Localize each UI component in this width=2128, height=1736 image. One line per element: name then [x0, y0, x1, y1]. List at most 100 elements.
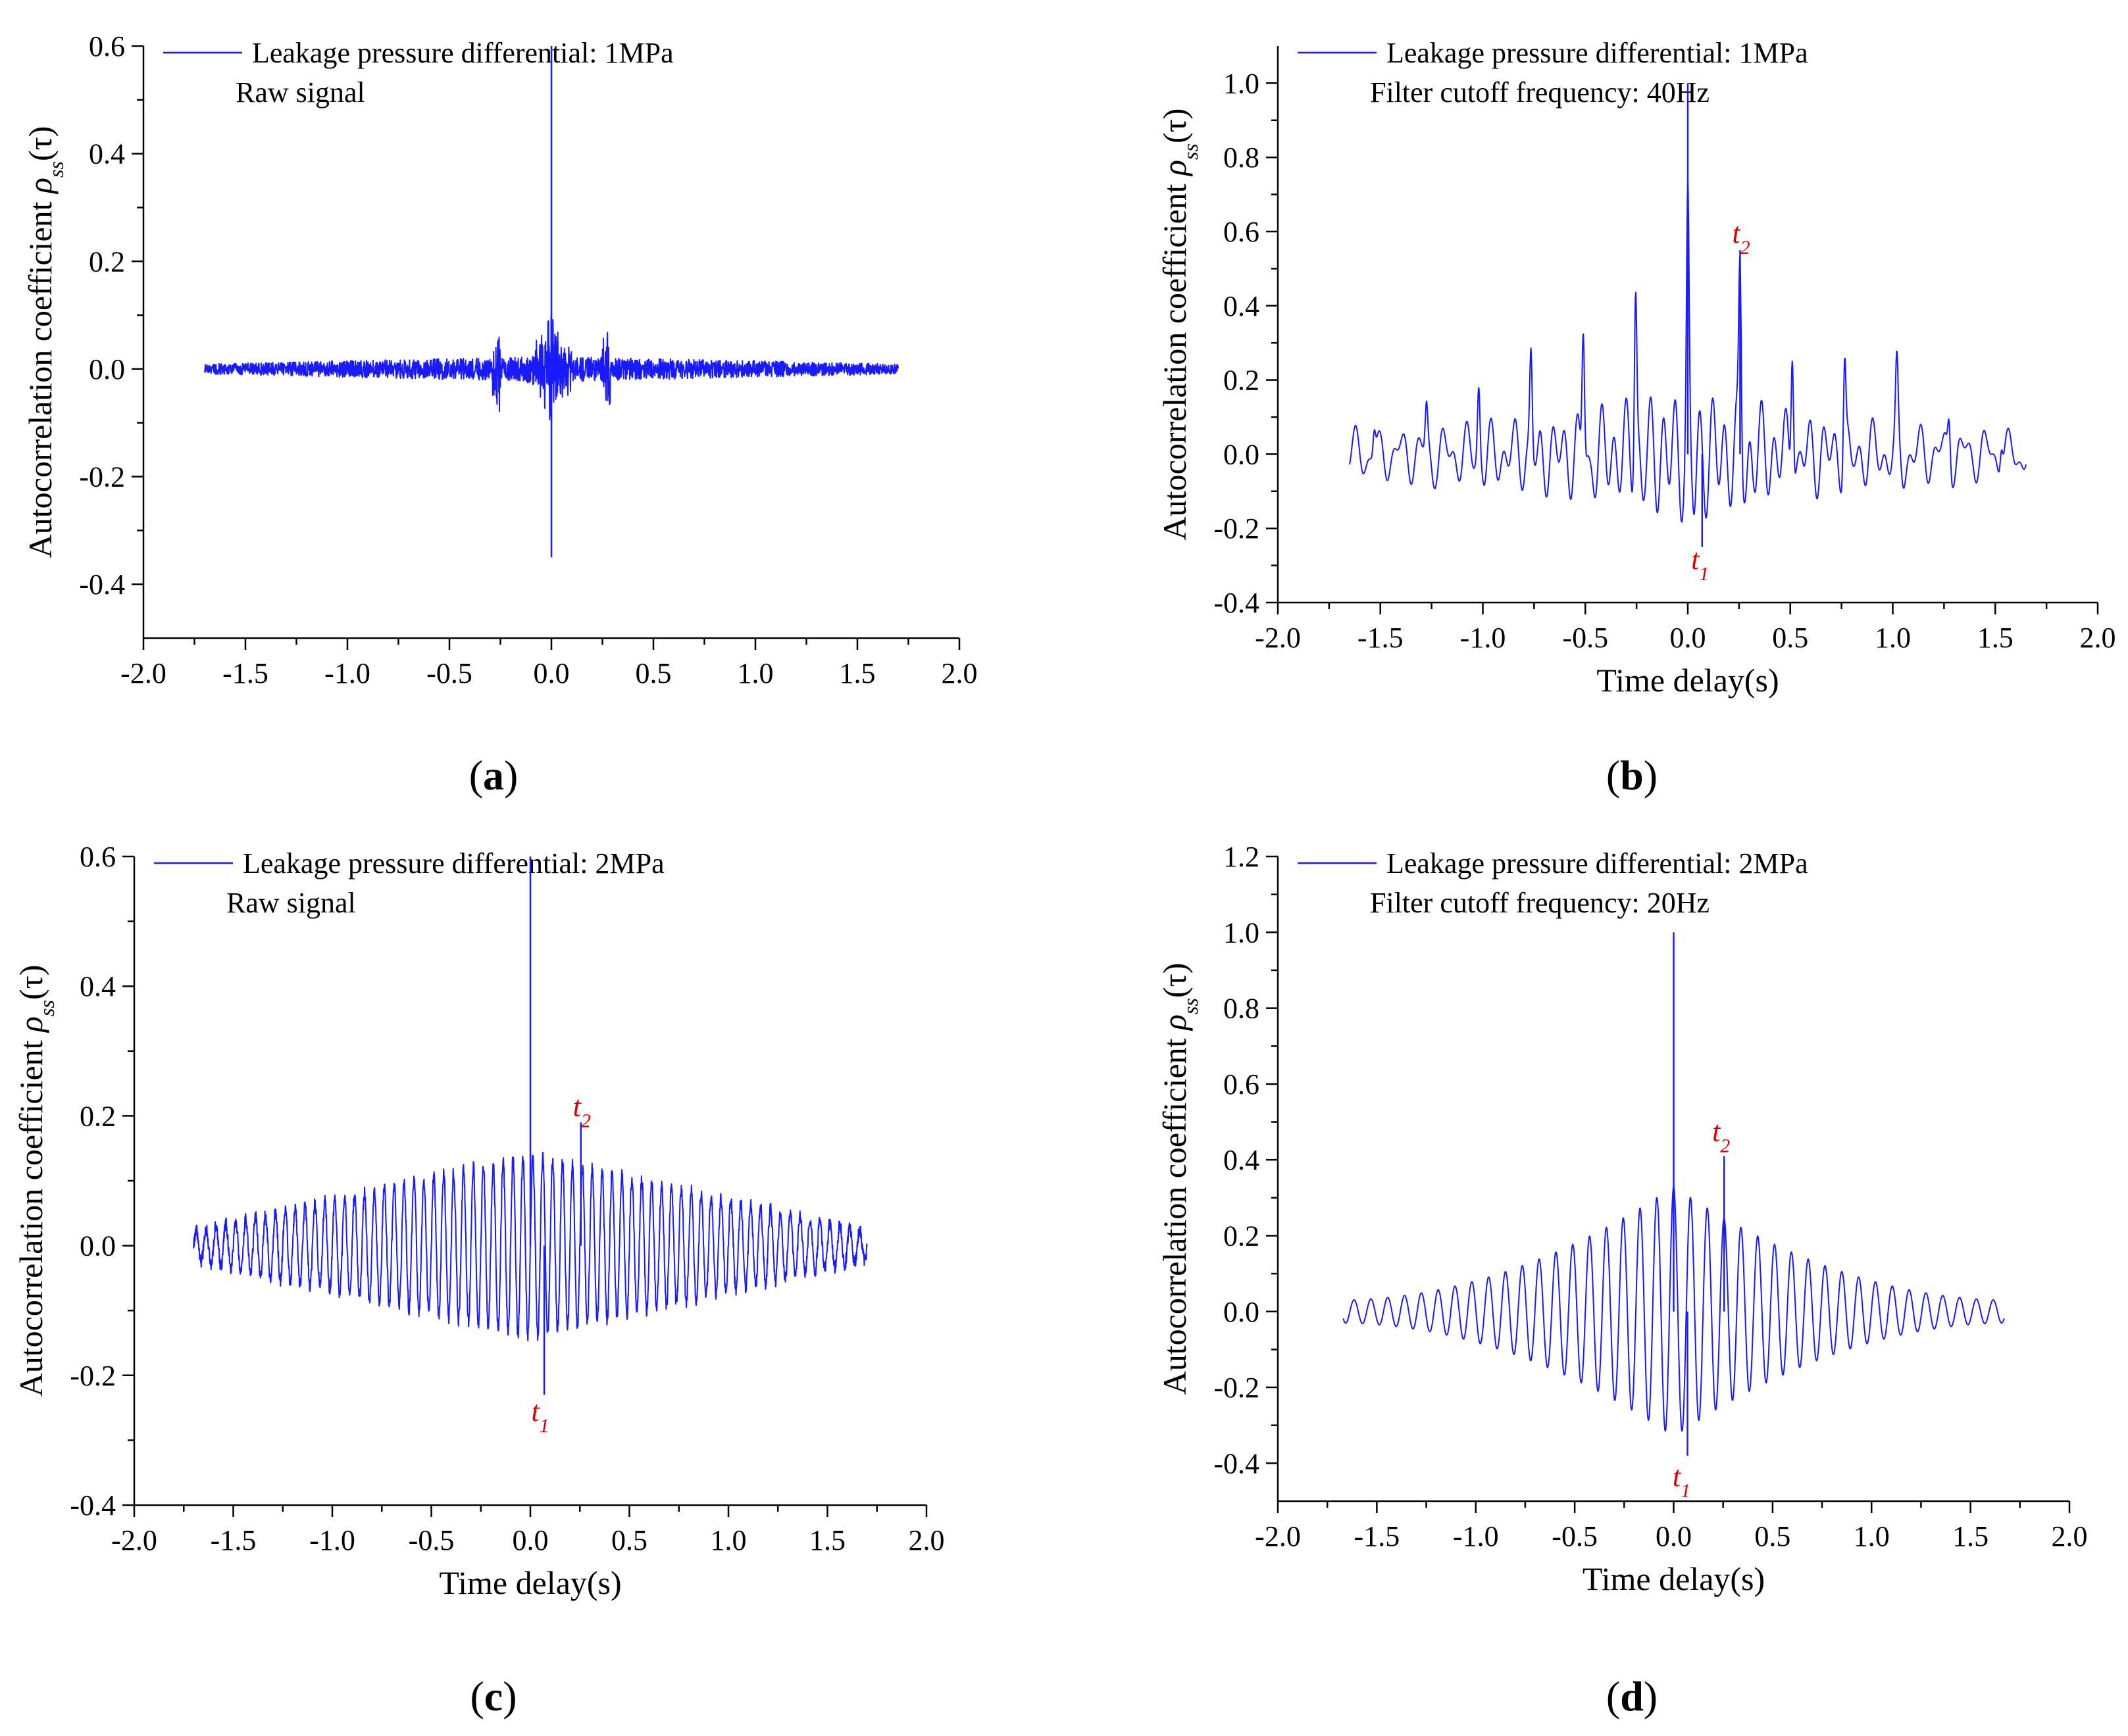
annotation-t2: t2	[1712, 1115, 1730, 1156]
chart-panel-a: -2.0 -1.5 -1.0 -0.5 0.0 0.5 1.0 1.5 2.0 -0.4 -0.2 0…	[22, 30, 978, 799]
x-axis-label: Time delay(s)	[439, 1564, 621, 1601]
legend-note: Raw signal	[236, 76, 365, 109]
x-tick-label: 1.0	[1854, 1520, 1890, 1552]
panel-label-paren: (	[1606, 1673, 1620, 1720]
panel-label-paren: (	[1606, 752, 1620, 799]
y-tick-label: -0.2	[1213, 1372, 1259, 1404]
panel-label-paren: )	[504, 752, 518, 799]
x-tick-label: -1.5	[222, 657, 268, 689]
y-tick-label: 0.8	[1223, 141, 1259, 174]
y-tick-label: 0.0	[1223, 1296, 1259, 1328]
y-axis-label-part: (τ)	[1156, 963, 1193, 998]
y-axis-label: Autocorrelation coefficient ρss(τ)	[13, 965, 59, 1397]
y-tick-label: 0.0	[80, 1230, 116, 1262]
y-axis-label: Autocorrelation coefficient ρss(τ)	[22, 126, 68, 558]
x-tick-label: 2.0	[2052, 1520, 2088, 1552]
annotation-base: t	[573, 1090, 582, 1122]
y-tick-label: 1.0	[1223, 916, 1259, 949]
panel-label-paren: )	[503, 1673, 517, 1720]
annotation-sub: 2	[1720, 1135, 1730, 1156]
x-tick-label: -1.0	[1453, 1520, 1499, 1552]
annotation-base: t	[1673, 1460, 1682, 1493]
y-axis-label-part: ss	[1178, 998, 1202, 1014]
legend-note: Filter cutoff frequency: 20Hz	[1370, 887, 1710, 919]
panel-label: (d)	[1606, 1673, 1658, 1720]
legend-label: Leakage pressure differential: 1MPa	[1386, 37, 1808, 69]
x-tick-label: 2.0	[2080, 622, 2116, 654]
y-tick-label: 0.4	[1223, 290, 1259, 322]
panel-label-letter: a	[483, 752, 504, 799]
x-tick-label: 0.0	[1656, 1520, 1692, 1552]
x-tick-label: 0.0	[513, 1524, 549, 1556]
y-axis-label-part: Autocorrelation coefficient	[13, 1032, 49, 1397]
y-axis-label-part: Autocorrelation coefficient	[1156, 1030, 1193, 1395]
panel-label-paren: )	[1644, 752, 1658, 799]
annotation-t1: t1	[1673, 1460, 1690, 1502]
chart-panel-c: -2.0 -1.5 -1.0 -0.5 0.0 0.5 1.0 1.5 2.0 -0.4 -0.2 0…	[13, 841, 945, 1720]
x-tick-label: 0.0	[534, 657, 570, 689]
y-axis-label-part: (τ)	[22, 126, 59, 161]
x-tick-label: 1.5	[1952, 1520, 1989, 1552]
y-axis-label-part: ρ	[22, 178, 59, 195]
x-tick-label: -1.5	[211, 1524, 257, 1556]
y-tick-label: 1.0	[1223, 67, 1259, 99]
chart-panel-b: -2.0 -1.5 -1.0 -0.5 0.0 0.5 1.0 1.5 2.0 -0.4 -0.2 0…	[1156, 37, 2116, 799]
annotation-t1: t1	[531, 1395, 549, 1437]
y-axis-label-part: (τ)	[13, 965, 49, 1000]
y-tick-label: 0.4	[80, 970, 116, 1003]
x-tick-label: -0.5	[409, 1524, 455, 1556]
y-tick-label: 0.2	[80, 1100, 116, 1132]
x-tick-label: -0.5	[426, 657, 472, 689]
panel-label: (b)	[1606, 752, 1658, 799]
legend-label: Leakage pressure differential: 2MPa	[1386, 847, 1808, 880]
y-tick-label: -0.2	[70, 1360, 116, 1392]
x-tick-label: 1.5	[840, 657, 876, 689]
x-tick-label: 1.5	[1977, 622, 2014, 654]
legend-note: Filter cutoff frequency: 40Hz	[1370, 76, 1710, 109]
x-tick-label: 0.5	[636, 657, 672, 689]
x-tick-label: 1.0	[738, 657, 774, 689]
y-axis-label-part: Autocorrelation coefficient	[1156, 176, 1193, 540]
y-tick-label: 1.2	[1223, 841, 1259, 873]
x-tick-label: -1.0	[324, 657, 370, 689]
x-tick-label: -0.5	[1552, 1520, 1598, 1552]
y-tick-label: 0.2	[1223, 364, 1259, 397]
annotation-t2: t2	[1732, 217, 1750, 259]
y-tick-label: -0.4	[1213, 587, 1259, 619]
x-tick-label: 0.5	[1754, 1520, 1790, 1552]
panel-label-paren: )	[1644, 1673, 1658, 1720]
x-tick-label: -0.5	[1562, 622, 1608, 654]
annotation-sub: 1	[1699, 563, 1709, 585]
annotation-sub: 2	[581, 1110, 591, 1131]
panel-label-letter: d	[1620, 1673, 1644, 1720]
annotation-t1: t1	[1691, 543, 1709, 585]
y-tick-label: 0.0	[1223, 438, 1259, 470]
panel-label-paren: (	[470, 1673, 484, 1720]
x-tick-label: 0.0	[1670, 622, 1706, 654]
y-axis-label-part: Autocorrelation coefficient	[22, 193, 59, 558]
y-tick-label: 0.2	[89, 245, 125, 278]
y-axis-label-part: ss	[44, 161, 68, 178]
x-tick-label: 2.0	[909, 1524, 945, 1556]
y-tick-label: 0.6	[1223, 216, 1259, 248]
y-tick-label: -0.4	[1213, 1447, 1259, 1479]
annotation-t2: t2	[573, 1090, 591, 1131]
y-tick-label: 0.4	[89, 138, 125, 170]
y-tick-label: 0.4	[1223, 1144, 1259, 1176]
legend-label: Leakage pressure differential: 1MPa	[252, 37, 674, 69]
x-tick-label: 1.0	[711, 1524, 747, 1556]
y-axis-label: Autocorrelation coefficient ρss(τ)	[1156, 963, 1202, 1395]
panel-label-paren: (	[469, 752, 483, 799]
annotation-base: t	[1712, 1115, 1721, 1147]
annotation-sub: 1	[1681, 1479, 1690, 1501]
x-tick-label: -1.5	[1354, 1520, 1400, 1552]
chart-panel-d: -2.0 -1.5 -1.0 -0.5 0.0 0.5 1.0 1.5 2.0 -0.4 -0.2 0…	[1156, 841, 2088, 1720]
y-tick-label: -0.4	[79, 568, 125, 601]
y-axis-label-part: ρ	[1156, 1014, 1193, 1031]
x-tick-label: 1.0	[1875, 622, 1911, 654]
y-tick-label: -0.4	[70, 1489, 116, 1522]
x-axis-label: Time delay(s)	[1596, 662, 1779, 699]
y-tick-label: -0.2	[1213, 512, 1259, 545]
x-tick-label: -2.0	[111, 1524, 157, 1556]
